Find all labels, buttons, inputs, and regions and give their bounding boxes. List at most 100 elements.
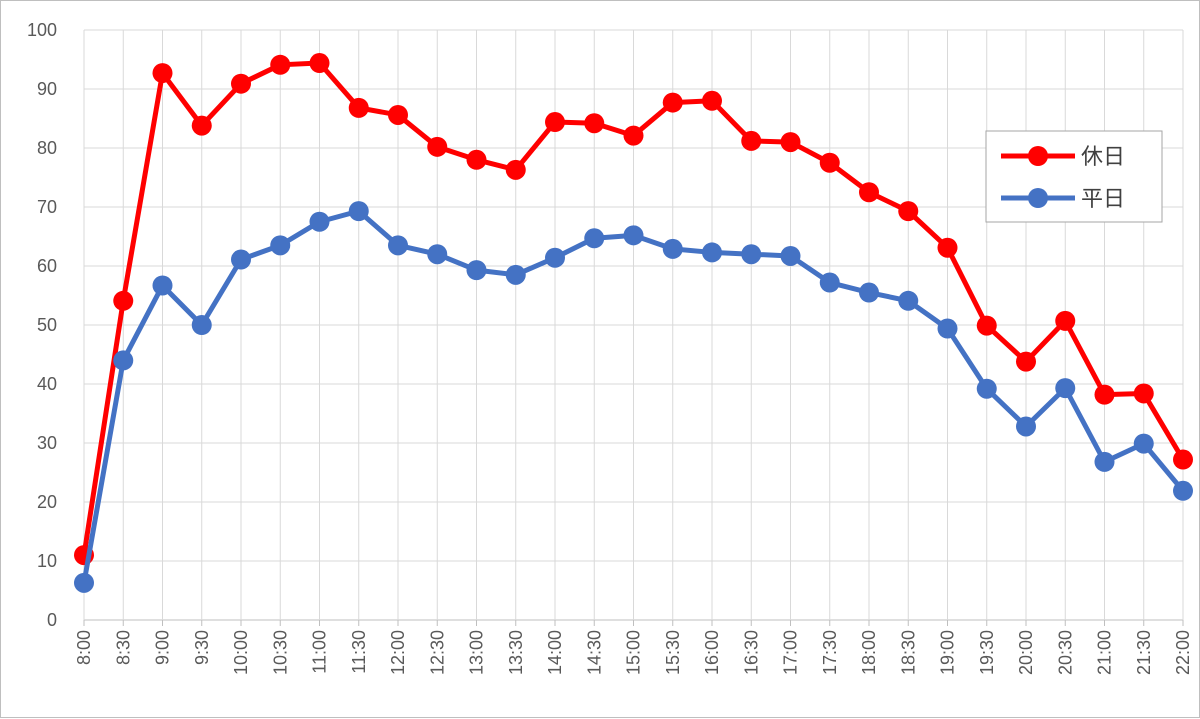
series-0-point-26 <box>1094 384 1115 405</box>
x-tick-label-5: 10:30 <box>270 630 290 675</box>
series-1-point-17 <box>741 244 762 265</box>
series-0-point-24 <box>1016 351 1036 372</box>
x-tick-label-6: 11:00 <box>310 630 330 674</box>
y-tick-label-7: 70 <box>37 197 57 217</box>
series-0-point-6 <box>309 53 330 74</box>
series-0-point-8 <box>388 104 408 125</box>
x-tick-label-4: 10:00 <box>231 630 251 675</box>
y-tick-label-9: 90 <box>37 79 57 99</box>
series-1-point-4 <box>231 249 251 270</box>
series-0-point-11 <box>505 159 526 180</box>
series-1-point-26 <box>1094 451 1115 472</box>
series-1-point-10 <box>466 260 487 281</box>
x-tick-label-8: 12:00 <box>388 630 408 675</box>
series-1-point-7 <box>348 201 369 222</box>
series-0 <box>74 53 1193 566</box>
x-tick-label-22: 19:00 <box>938 630 958 675</box>
series-1-point-27 <box>1133 433 1154 454</box>
x-tick-label-17: 16:30 <box>741 630 761 675</box>
y-axis-tick-labels: 0 10 20 30 40 50 60 70 80 90 100 <box>27 20 57 630</box>
series-lines <box>74 53 1193 593</box>
series-1-point-6 <box>309 211 330 232</box>
x-tick-label-1: 8:30 <box>113 630 133 665</box>
series-1-point-28 <box>1173 480 1193 501</box>
series-0-point-9 <box>427 136 448 157</box>
series-1-point-20 <box>859 282 879 303</box>
x-tick-label-18: 17:00 <box>781 630 801 675</box>
y-tick-label-5: 50 <box>37 315 57 335</box>
series-1-point-2 <box>152 275 173 296</box>
series-0-point-4 <box>231 73 251 94</box>
y-tick-label-3: 30 <box>37 433 57 453</box>
x-tick-label-10: 13:00 <box>467 630 487 675</box>
y-tick-label-2: 20 <box>37 492 57 512</box>
legend-marker-series-1 <box>1028 188 1048 208</box>
series-0-point-14 <box>623 125 644 146</box>
x-axis-tick-labels: 8:00 8:30 9:00 9:30 10:00 10:30 11:00 11:30 12:0… <box>74 630 1193 675</box>
series-0-point-7 <box>348 97 369 118</box>
series-1-point-9 <box>427 244 448 265</box>
series-0-point-17 <box>741 130 762 151</box>
x-tick-label-9: 12:30 <box>427 630 447 675</box>
x-tick-label-14: 15:00 <box>624 630 644 675</box>
series-0-point-27 <box>1133 383 1154 404</box>
series-0-point-3 <box>191 115 212 136</box>
x-tick-label-28: 22:00 <box>1173 630 1193 675</box>
series-1-point-15 <box>662 238 683 259</box>
x-tick-label-7: 11:30 <box>349 630 369 674</box>
series-1 <box>74 201 1193 593</box>
series-1-point-24 <box>1016 416 1036 437</box>
x-tick-label-21: 18:30 <box>898 630 918 675</box>
y-tick-label-0: 0 <box>47 610 57 630</box>
x-tick-label-27: 21:30 <box>1134 630 1154 675</box>
series-0-point-1 <box>113 290 134 311</box>
gridlines <box>83 29 1184 626</box>
series-0-point-19 <box>819 152 840 173</box>
series-1-point-21 <box>898 290 919 311</box>
series-1-point-1 <box>113 350 134 371</box>
x-tick-label-3: 9:30 <box>192 630 212 665</box>
series-0-point-13 <box>584 113 605 134</box>
legend-entry-series-1: 平日 <box>1001 187 1125 212</box>
legend-marker-series-0 <box>1028 146 1048 166</box>
series-1-point-16 <box>702 242 722 263</box>
x-tick-label-16: 16:00 <box>702 630 722 675</box>
series-0-point-5 <box>270 54 291 75</box>
series-1-point-13 <box>584 228 605 249</box>
y-tick-label-6: 60 <box>37 256 57 276</box>
legend-entry-series-0: 休日 <box>1001 145 1125 170</box>
legend-box <box>985 130 1163 223</box>
series-0-point-25 <box>1055 310 1076 331</box>
x-tick-label-11: 13:30 <box>506 630 526 675</box>
series-0-point-28 <box>1173 449 1193 470</box>
series-0-point-15 <box>662 92 683 113</box>
x-tick-label-19: 17:30 <box>820 630 840 675</box>
series-1-point-3 <box>191 315 212 335</box>
series-1-point-5 <box>270 235 291 256</box>
x-tick-label-15: 15:30 <box>663 630 683 675</box>
series-0-point-21 <box>898 201 919 222</box>
x-tick-label-13: 14:30 <box>584 630 604 675</box>
series-1-point-22 <box>937 318 958 339</box>
series-0-point-16 <box>702 90 722 111</box>
x-tick-label-26: 21:00 <box>1095 630 1115 675</box>
series-1-point-23 <box>976 378 997 399</box>
series-0-point-10 <box>466 149 487 170</box>
series-1-point-19 <box>819 272 840 293</box>
x-tick-label-25: 20:30 <box>1055 630 1075 675</box>
series-0-point-12 <box>545 112 565 133</box>
x-tick-label-24: 20:00 <box>1016 630 1036 675</box>
series-1-point-11 <box>505 264 526 285</box>
y-tick-label-10: 100 <box>27 20 57 40</box>
series-1-point-18 <box>780 245 801 266</box>
series-0-point-23 <box>976 315 997 336</box>
y-tick-label-8: 80 <box>37 138 57 158</box>
x-tick-label-12: 14:00 <box>545 630 565 675</box>
series-1-point-0 <box>74 572 94 593</box>
series-1-point-14 <box>623 225 644 246</box>
series-1-point-8 <box>388 235 408 256</box>
legend: 休日 平日 <box>985 130 1163 223</box>
series-0-point-18 <box>780 132 801 153</box>
x-tick-label-2: 9:00 <box>153 630 173 665</box>
